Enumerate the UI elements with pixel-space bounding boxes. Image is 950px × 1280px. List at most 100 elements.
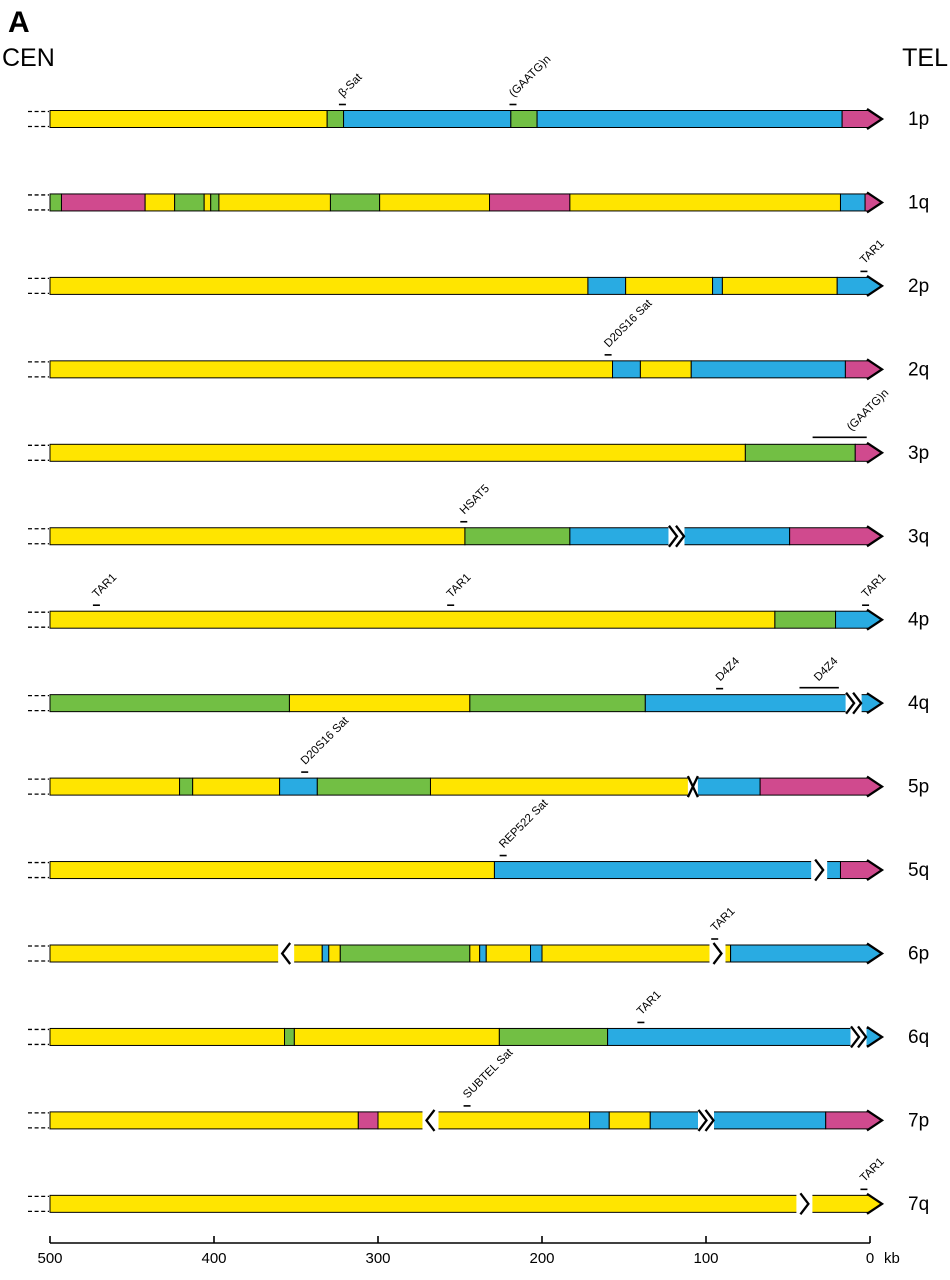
break-chevron	[668, 525, 679, 548]
segment-blue	[536, 110, 843, 128]
break-gap	[796, 1193, 813, 1215]
segment-yellow	[429, 777, 694, 796]
annotation-label: D4Z4	[714, 655, 743, 684]
axis-tick-label: 0	[866, 1250, 874, 1267]
segment-blue	[692, 777, 761, 796]
row-label: 5p	[908, 777, 929, 798]
segment-yellow	[144, 193, 176, 212]
segment-yellow	[49, 527, 466, 546]
segment-yellow	[49, 610, 776, 629]
segment-yellow	[485, 944, 532, 963]
chromosome-row-3q: HSAT5 3q	[28, 483, 929, 548]
chromosome-row-4q: D4Z4 D4Z4 4q	[28, 655, 929, 715]
break-chevron	[852, 691, 863, 715]
segment-yellow	[49, 861, 495, 880]
segment-green	[316, 777, 431, 796]
arrow-tip-fill	[869, 862, 882, 879]
segment-green	[179, 777, 194, 796]
segment-yellow	[541, 944, 732, 963]
break-chevron	[675, 525, 686, 548]
annotation-label: D20S16 Sat	[299, 714, 352, 767]
chromosome-row-5q: REP522 Sat 5q	[28, 797, 929, 882]
row-label: 6q	[908, 1027, 929, 1048]
segment-yellow	[625, 276, 714, 295]
segment-yellow	[377, 1111, 591, 1130]
row-label: 5q	[908, 860, 929, 881]
annotation-label: TAR1	[860, 572, 889, 601]
arrow-tip-fill	[869, 611, 882, 628]
row-label: 6p	[908, 944, 929, 965]
segment-yellow	[49, 276, 589, 295]
chromosome-row-6q: TAR1 6q	[28, 989, 929, 1049]
segment-yellow	[49, 110, 328, 128]
segment-yellow	[49, 360, 614, 379]
axis-tick-label: 200	[529, 1250, 554, 1267]
kb-axis: 500 400 300 200 100 0 kb	[37, 1236, 900, 1267]
segment-blue	[690, 360, 846, 379]
break-chevron	[814, 858, 825, 882]
segment-yellow	[49, 1194, 871, 1213]
segment-blue	[712, 276, 723, 295]
segment-green	[326, 110, 345, 128]
panel-label: A	[8, 6, 30, 39]
segment-magenta	[839, 861, 871, 880]
break-gap	[278, 943, 295, 964]
segment-magenta	[789, 527, 871, 546]
row-label: 1q	[908, 192, 929, 213]
annotation-label: SUBTEL Sat	[461, 1046, 516, 1101]
telomere-arrow	[866, 608, 885, 631]
telomere-arrow	[866, 942, 885, 965]
segment-yellow	[721, 276, 838, 295]
segment-blue	[587, 276, 627, 295]
arrow-tip-fill	[869, 111, 882, 127]
segment-blue	[530, 944, 543, 963]
segment-yellow	[328, 944, 341, 963]
arrow-tip-fill	[869, 361, 882, 378]
segment-yellow	[49, 443, 746, 462]
break-x-mark	[686, 775, 699, 798]
telomere-arrow	[866, 1109, 885, 1132]
break-chevron	[857, 1025, 868, 1049]
break-chevron	[850, 1025, 861, 1049]
break-chevron	[704, 1109, 715, 1132]
annotation-label: D4Z4	[812, 655, 841, 684]
segment-magenta	[357, 1111, 379, 1130]
segment-yellow	[288, 694, 471, 713]
annotation-label: D20S16 Sat	[602, 297, 655, 350]
segment-magenta	[841, 110, 871, 128]
segment-magenta	[60, 193, 146, 212]
row-label: 3p	[908, 443, 929, 464]
arrow-tip-fill	[869, 1195, 882, 1212]
annotation-label: TAR1	[635, 989, 664, 1018]
segment-green	[174, 193, 205, 212]
segment-blue	[644, 694, 871, 713]
annotation-label: (GAATG)n	[845, 387, 891, 433]
annotation-label: TAR1	[709, 905, 738, 934]
segment-blue	[612, 360, 641, 379]
segment-blue	[607, 1027, 871, 1046]
cen-label: CEN	[2, 44, 55, 72]
row-label: 7p	[908, 1110, 929, 1131]
arrow-tip-fill	[869, 277, 882, 294]
arrow-tip-fill	[869, 1112, 882, 1129]
arrow-tip-fill	[869, 778, 882, 795]
segment-green	[469, 694, 646, 713]
break-gap	[811, 859, 828, 881]
segment-green	[210, 193, 220, 212]
break-chevron	[712, 942, 723, 965]
annotation-label: TAR1	[858, 238, 887, 267]
chromosome-row-5p: D20S16 Sat 5p	[28, 714, 929, 798]
annotation-label: TAR1	[858, 1156, 887, 1185]
segment-yellow	[49, 1027, 286, 1046]
segment-blue	[479, 944, 487, 963]
row-label: 1p	[908, 109, 929, 130]
segment-blue	[279, 777, 318, 796]
segment-green	[464, 527, 571, 546]
break-chevron	[425, 1109, 436, 1132]
segment-yellow	[192, 777, 281, 796]
telomere-arrow	[866, 441, 885, 464]
annotation-label: TAR1	[445, 572, 474, 601]
segment-magenta	[759, 777, 871, 796]
arrow-tip-fill	[869, 1028, 882, 1045]
